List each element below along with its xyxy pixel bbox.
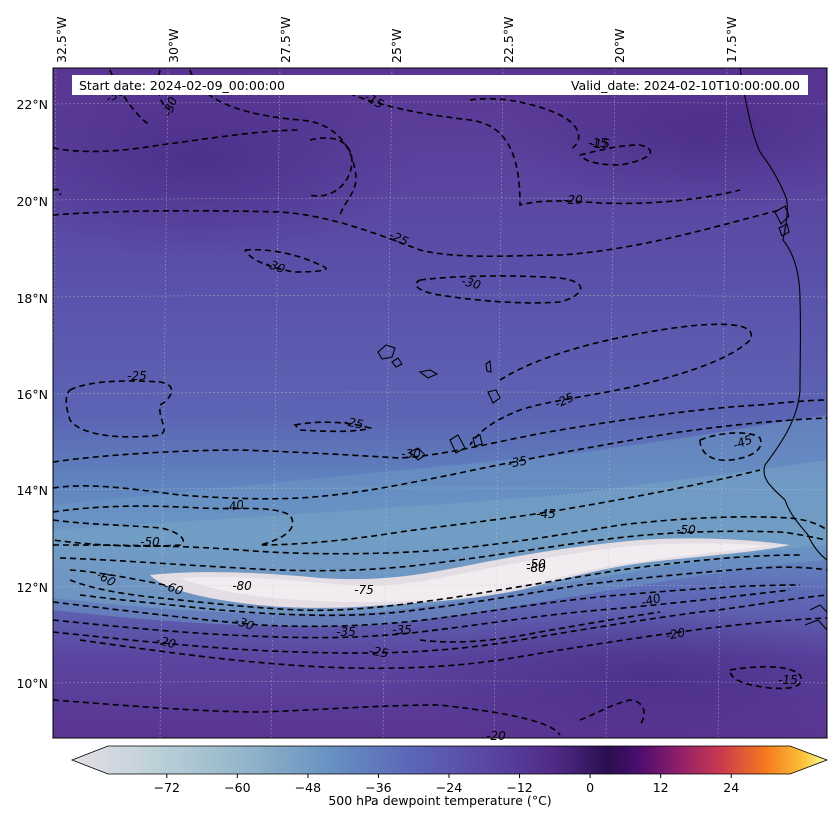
header-box: Start date: 2024-02-09_00:00:00 Valid_da… [72, 75, 808, 95]
contour-line [53, 209, 781, 258]
colorbar-tick-label: 24 [723, 780, 739, 795]
contour-label: -30 [401, 447, 421, 461]
contour-label: -80 [526, 561, 546, 575]
contour-label: -25 [343, 414, 365, 431]
contour-line [309, 137, 353, 197]
contour-line [415, 275, 582, 304]
dewpoint-field [53, 68, 827, 738]
contour-label: -30 [160, 95, 180, 119]
lon-label: 20°W [612, 28, 627, 63]
african-coastline [739, 68, 827, 561]
contour-line [419, 611, 661, 643]
contour-label: -35 [336, 625, 356, 639]
lon-label: 17.5°W [724, 17, 739, 63]
contour-line [469, 97, 580, 151]
lon-label: 30°W [166, 28, 181, 63]
colorbar-tick-label: −36 [365, 780, 391, 795]
lat-label: 22°N [16, 97, 48, 112]
contour-line [53, 129, 301, 153]
contour-line [53, 516, 827, 555]
contour-line [189, 69, 357, 216]
contour-line [293, 421, 373, 433]
contour-label: -25 [368, 643, 390, 660]
contour-line [53, 594, 827, 654]
contour-line [699, 432, 762, 462]
colorbar-tick-label: −12 [506, 780, 532, 795]
contour-label: -15 [588, 136, 608, 150]
contour-line [109, 69, 151, 126]
contour-line [53, 188, 62, 196]
colorbar-title: 500 hPa dewpoint temperature (°C) [328, 793, 551, 808]
contour-label: -50 [676, 523, 696, 537]
contour-label: -40 [640, 591, 663, 610]
contour-label: -15 [590, 137, 610, 151]
colorbar-tick-label: −24 [436, 780, 462, 795]
contour-lines [53, 69, 827, 736]
contour-line [69, 554, 801, 612]
contour-line [53, 584, 801, 628]
contour-line [579, 699, 645, 726]
contour-line [157, 69, 171, 111]
contour-label: -45 [536, 507, 556, 521]
contour-label: -25 [127, 369, 147, 383]
contour-label: -80 [232, 579, 252, 593]
contour-line [79, 566, 827, 617]
colorbar-tick-label: 12 [653, 780, 669, 795]
contour-label: -20 [664, 625, 686, 642]
longitude-labels: 32.5°W 30°W 27.5°W 25°W 22.5°W 20°W 17.5… [54, 17, 739, 63]
contour-line [65, 380, 173, 438]
contour-label: -40 [223, 497, 245, 514]
lon-label: 27.5°W [278, 17, 293, 63]
lat-label: 12°N [16, 580, 48, 595]
contour-label: -15 [778, 673, 798, 687]
contour-label: -75 [354, 583, 374, 597]
colorbar-tick-label: 0 [586, 780, 594, 795]
contour-line [69, 569, 171, 587]
contour-label: -20 [486, 729, 506, 743]
contour-label: -35 [506, 453, 528, 470]
contour-line [729, 665, 802, 690]
contour-label: -60 [162, 578, 186, 598]
contour-line [579, 144, 652, 166]
contour-label: -50 [526, 557, 546, 571]
contour-line [53, 399, 827, 463]
lon-label: 22.5°W [501, 17, 516, 63]
start-date-label: Start date: 2024-02-09_00:00:00 [79, 78, 285, 93]
lon-label: 32.5°W [54, 17, 69, 63]
contour-label: -30 [460, 274, 483, 293]
colorbar: −72 −60 −48 −36 −24 −12 0 12 24 500 hPa dewpoint… [70, 745, 829, 808]
lat-label: 14°N [16, 483, 48, 498]
contour-label: -50 [140, 535, 160, 549]
contour-line [339, 89, 741, 207]
colorbar-tick-label: −60 [224, 780, 250, 795]
colorbar-gradient [70, 745, 829, 775]
lat-label: 10°N [16, 676, 48, 691]
contour-label: -30 [264, 256, 288, 276]
contour-label: -20 [155, 633, 178, 652]
map-frame [52, 67, 828, 739]
lon-label: 25°W [389, 28, 404, 63]
lat-label: 18°N [16, 291, 48, 306]
contour-line [53, 589, 791, 639]
colorbar-tick-label: −48 [295, 780, 321, 795]
latitude-labels: 22°N 20°N 18°N 16°N 14°N 12°N 10°N [16, 97, 48, 691]
contour-line [53, 469, 761, 546]
contour-label: -45 [731, 432, 754, 452]
colorbar-ticks: −72 −60 −48 −36 −24 −12 0 12 24 [154, 774, 739, 795]
contour-line [469, 323, 753, 446]
valid-date-label: Valid_date: 2024-02-10T10:00:00.00 [571, 78, 800, 93]
contour-label: -35 [392, 623, 412, 637]
contour-line [79, 617, 827, 670]
lat-label: 20°N [16, 194, 48, 209]
contour-label: -20 [563, 193, 583, 207]
colorbar-tick-label: −72 [154, 780, 180, 795]
contour-line [53, 417, 827, 500]
lat-label: 16°N [16, 387, 48, 402]
contour-label: -30 [233, 613, 257, 633]
contour-line [59, 530, 827, 572]
